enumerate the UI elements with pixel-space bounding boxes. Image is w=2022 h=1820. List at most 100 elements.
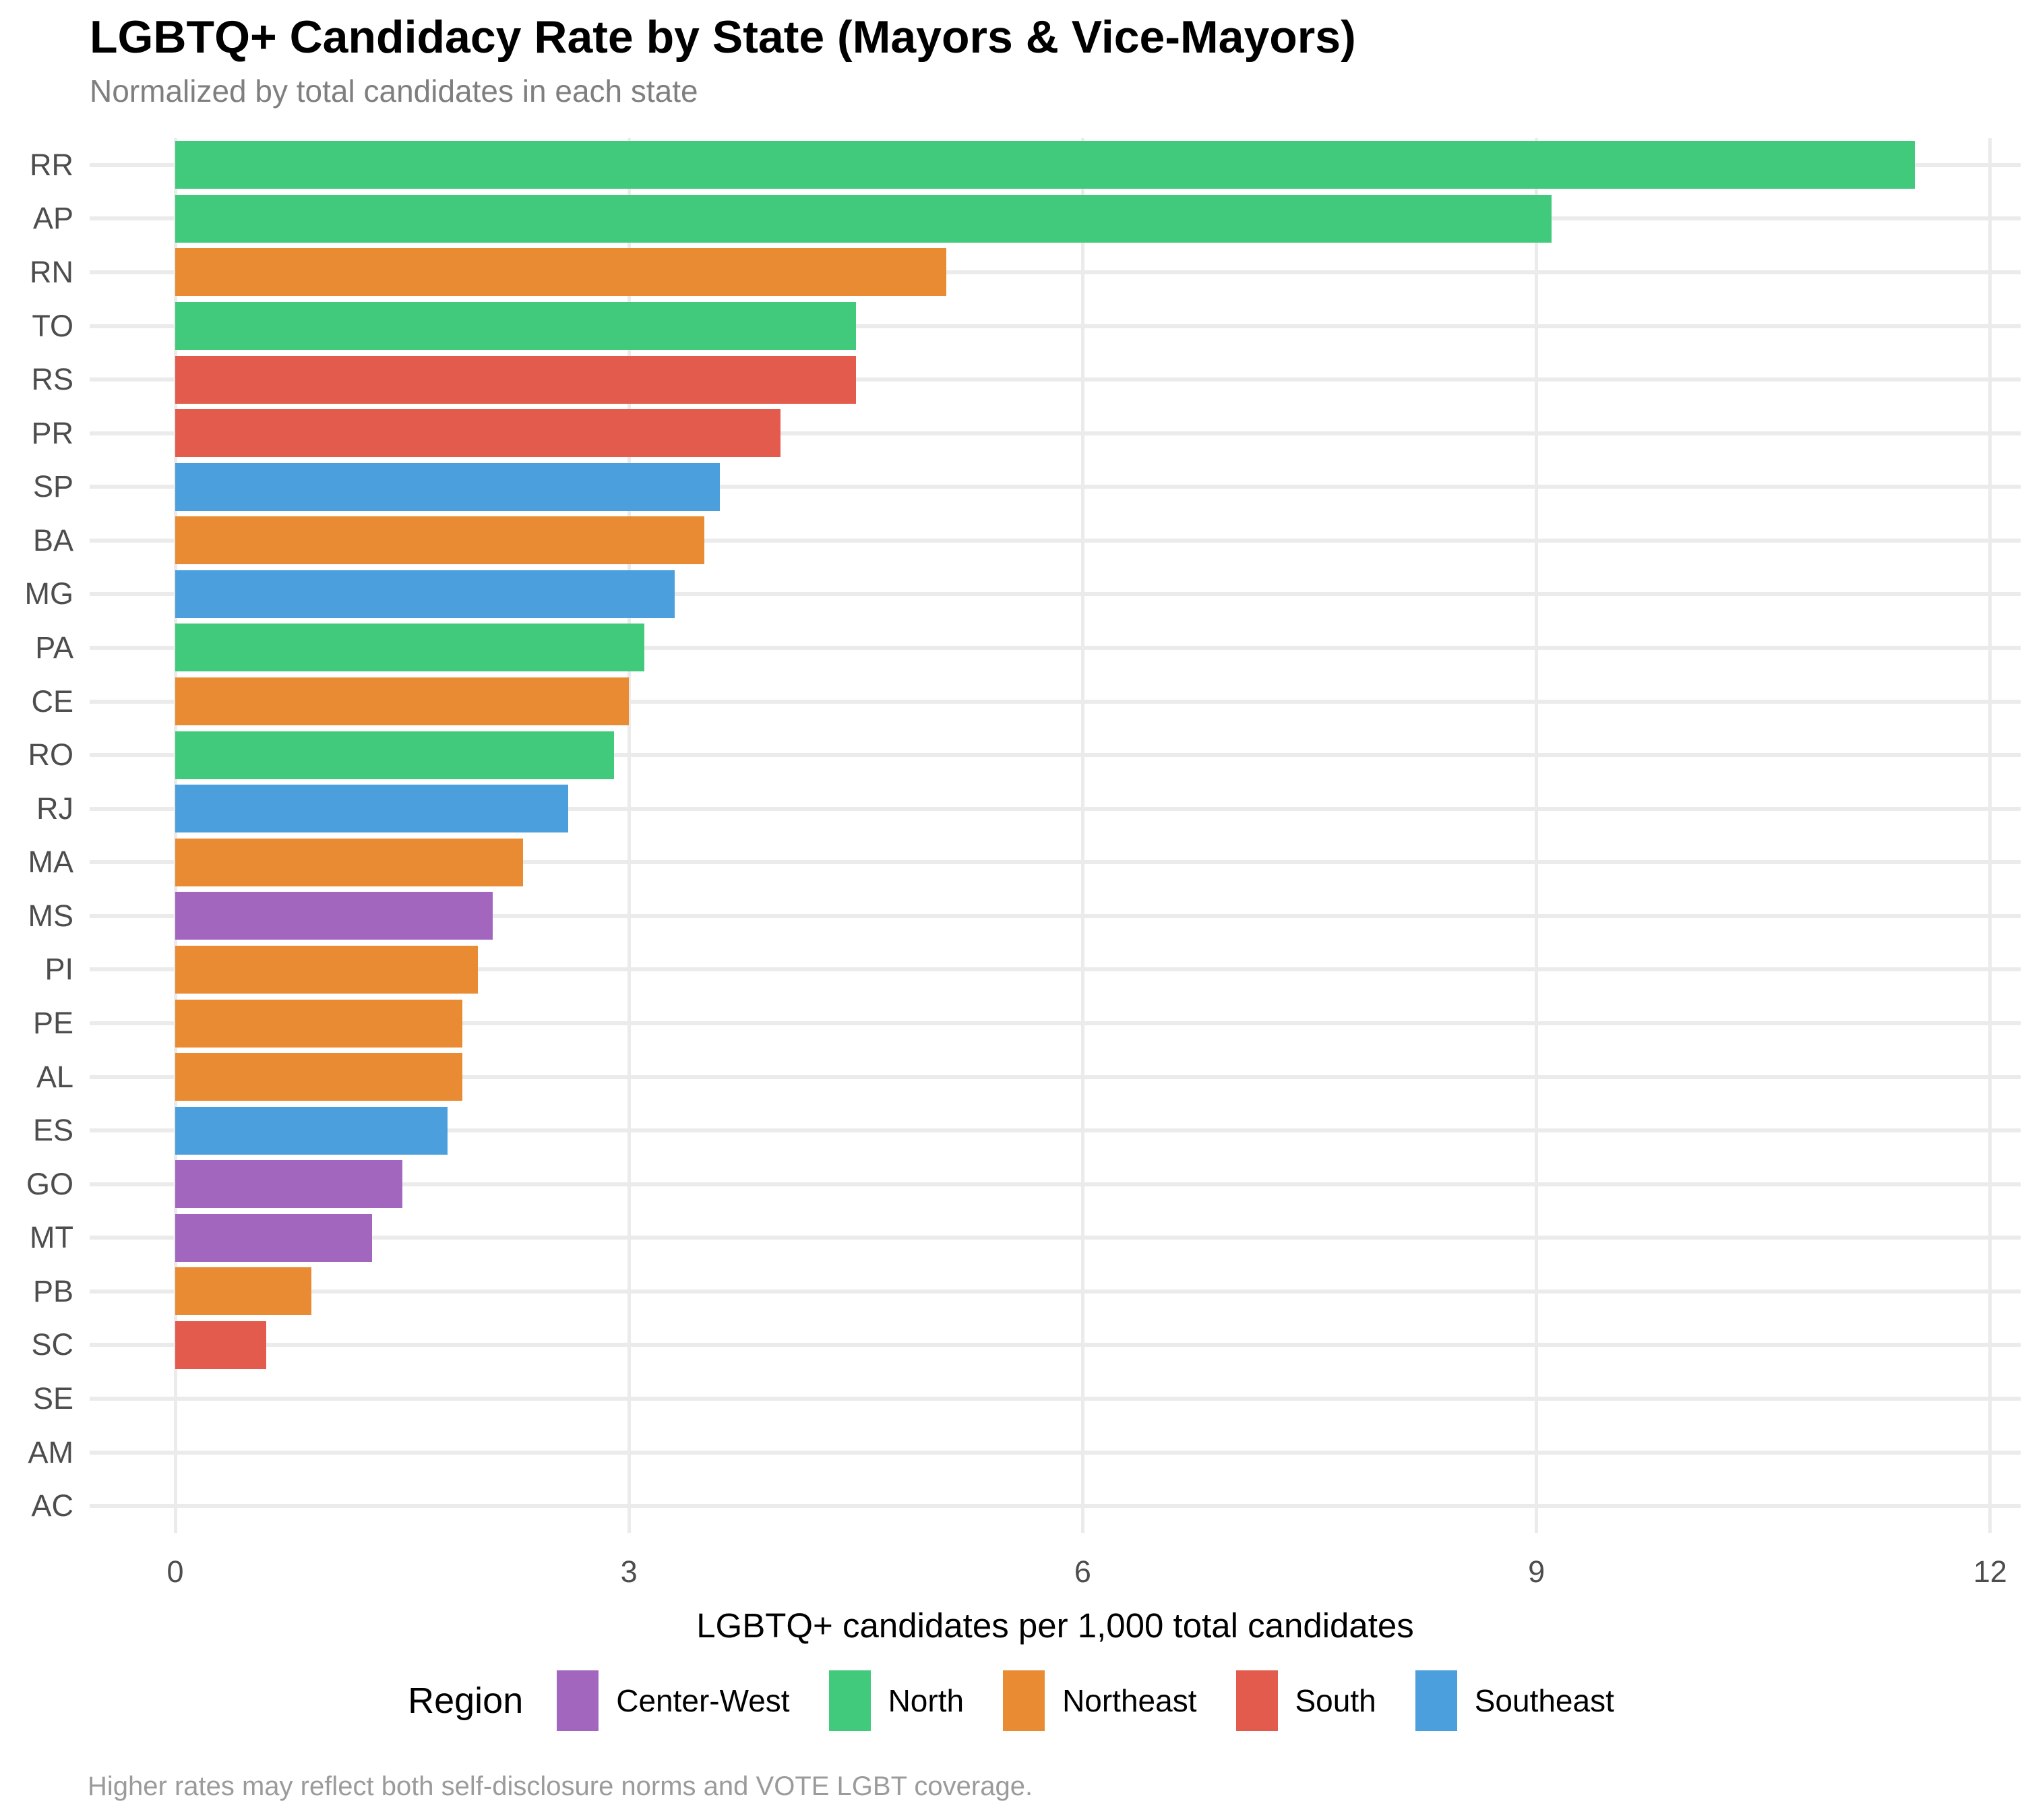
y-gridline-GO [90, 1182, 2021, 1186]
x-axis-title: LGBTQ+ candidates per 1,000 total candid… [696, 1606, 1414, 1645]
y-gridline-AM [90, 1450, 2021, 1455]
x-tick-label-9: 9 [1528, 1554, 1545, 1589]
y-axis-label-RJ: RJ [36, 791, 73, 826]
y-gridline-SE [90, 1397, 2021, 1401]
bar-RN [175, 248, 947, 297]
bar-BA [175, 516, 705, 565]
chart-subtitle: Normalized by total candidates in each s… [90, 73, 698, 109]
x-gridline-3 [627, 138, 631, 1533]
x-gridline-9 [1535, 138, 1539, 1533]
legend-item-northeast: Northeast [1003, 1670, 1197, 1731]
y-axis-label-TO: TO [32, 308, 73, 343]
x-gridline-6 [1080, 138, 1084, 1533]
y-gridline-MT [90, 1236, 2021, 1240]
chart-title: LGBTQ+ Candidacy Rate by State (Mayors &… [90, 11, 1356, 63]
bar-RJ [175, 785, 569, 833]
legend-label: Northeast [1062, 1683, 1197, 1718]
y-gridline-RN [90, 270, 2021, 274]
legend-title: Region [408, 1680, 524, 1721]
bar-TO [175, 302, 856, 351]
y-gridline-ES [90, 1128, 2021, 1133]
bar-AL [175, 1053, 463, 1101]
legend: Region Center-West North Northeast South… [0, 1664, 2022, 1738]
y-gridline-PE [90, 1021, 2021, 1026]
legend-item-southeast: Southeast [1415, 1670, 1614, 1731]
y-gridline-RO [90, 753, 2021, 758]
legend-item-south: South [1235, 1670, 1376, 1731]
y-gridline-AL [90, 1074, 2021, 1079]
bar-SP [175, 462, 720, 511]
y-axis-label-AL: AL [36, 1059, 73, 1094]
bar-GO [175, 1160, 402, 1209]
y-gridline-SC [90, 1343, 2021, 1347]
y-gridline-PR [90, 431, 2021, 435]
bar-AP [175, 194, 1552, 243]
y-axis-label-PA: PA [35, 630, 73, 665]
y-axis-label-MG: MG [24, 576, 74, 611]
bar-PI [175, 945, 478, 994]
legend-swatch-north [828, 1670, 871, 1731]
y-gridline-PA [90, 645, 2021, 650]
bar-PR [175, 409, 780, 458]
y-axis-label-AM: AM [28, 1434, 74, 1469]
legend-label: Southeast [1474, 1683, 1614, 1718]
y-axis-label-MT: MT [30, 1220, 73, 1255]
x-tick-label-0: 0 [166, 1554, 184, 1589]
chart-caption: Higher rates may reflect both self-discl… [88, 1771, 1033, 1801]
legend-label: South [1295, 1683, 1376, 1718]
y-axis-label-BA: BA [32, 522, 73, 557]
y-axis-label-CE: CE [31, 684, 73, 719]
y-gridline-RJ [90, 806, 2021, 811]
y-axis-label-GO: GO [26, 1166, 73, 1201]
legend-swatch-southeast [1415, 1670, 1457, 1731]
x-tick-label-6: 6 [1074, 1554, 1091, 1589]
bar-MA [175, 838, 524, 886]
y-axis-label-PE: PE [32, 1006, 73, 1041]
legend-item-north: North [828, 1670, 964, 1731]
bar-RR [175, 141, 1915, 189]
y-axis-label-SC: SC [31, 1327, 73, 1362]
y-axis-label-ES: ES [32, 1113, 73, 1148]
panel: 0 3 6 9 12 RR AP RN TO RS PR SP BA MG PA CE RO RJ MA MS PI PE… [25, 138, 2021, 1589]
y-axis-label-SE: SE [32, 1381, 73, 1416]
y-axis-label-MS: MS [28, 898, 74, 933]
y-gridline-MG [90, 592, 2021, 597]
x-gridline-12 [1988, 138, 1992, 1533]
y-axis-label-PB: PB [32, 1273, 73, 1308]
y-gridline-MS [90, 913, 2021, 918]
y-gridline-CE [90, 699, 2021, 704]
bar-MT [175, 1213, 372, 1262]
bar-PA [175, 624, 644, 672]
bar-CE [175, 677, 630, 726]
bar-RS [175, 355, 856, 404]
bar-MG [175, 570, 675, 618]
y-axis-label-PI: PI [44, 952, 73, 987]
x-tick-label-12: 12 [1973, 1554, 2007, 1589]
y-axis-label-AP: AP [32, 201, 73, 236]
y-axis-label-SP: SP [32, 469, 73, 504]
y-gridline-RS [90, 377, 2021, 382]
legend-swatch-south [1235, 1670, 1278, 1731]
y-axis-label-RR: RR [30, 147, 73, 182]
y-gridline-PI [90, 967, 2021, 972]
y-axis-label-RS: RS [31, 362, 73, 397]
y-gridline-PB [90, 1289, 2021, 1294]
y-axis-label-AC: AC [31, 1488, 73, 1523]
legend-label: North [888, 1683, 964, 1718]
legend-swatch-center-west [557, 1670, 599, 1731]
y-gridline-AC [90, 1504, 2021, 1509]
y-gridline-BA [90, 538, 2021, 543]
x-tick-label-3: 3 [620, 1554, 638, 1589]
y-gridline-SP [90, 485, 2021, 489]
y-gridline-MA [90, 860, 2021, 865]
bar-MS [175, 892, 493, 940]
y-axis-label-RN: RN [30, 254, 73, 289]
x-gridline-0 [173, 138, 177, 1533]
bar-PB [175, 1267, 311, 1316]
y-axis-label-MA: MA [28, 845, 74, 880]
bar-SC [175, 1321, 266, 1369]
legend-label: Center-West [616, 1683, 790, 1718]
bar-RO [175, 731, 614, 779]
y-axis-label-RO: RO [28, 737, 74, 772]
